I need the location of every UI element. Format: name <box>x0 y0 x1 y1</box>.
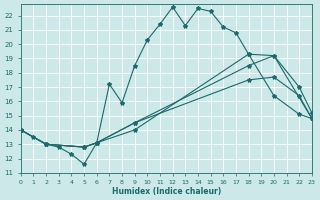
X-axis label: Humidex (Indice chaleur): Humidex (Indice chaleur) <box>112 187 221 196</box>
